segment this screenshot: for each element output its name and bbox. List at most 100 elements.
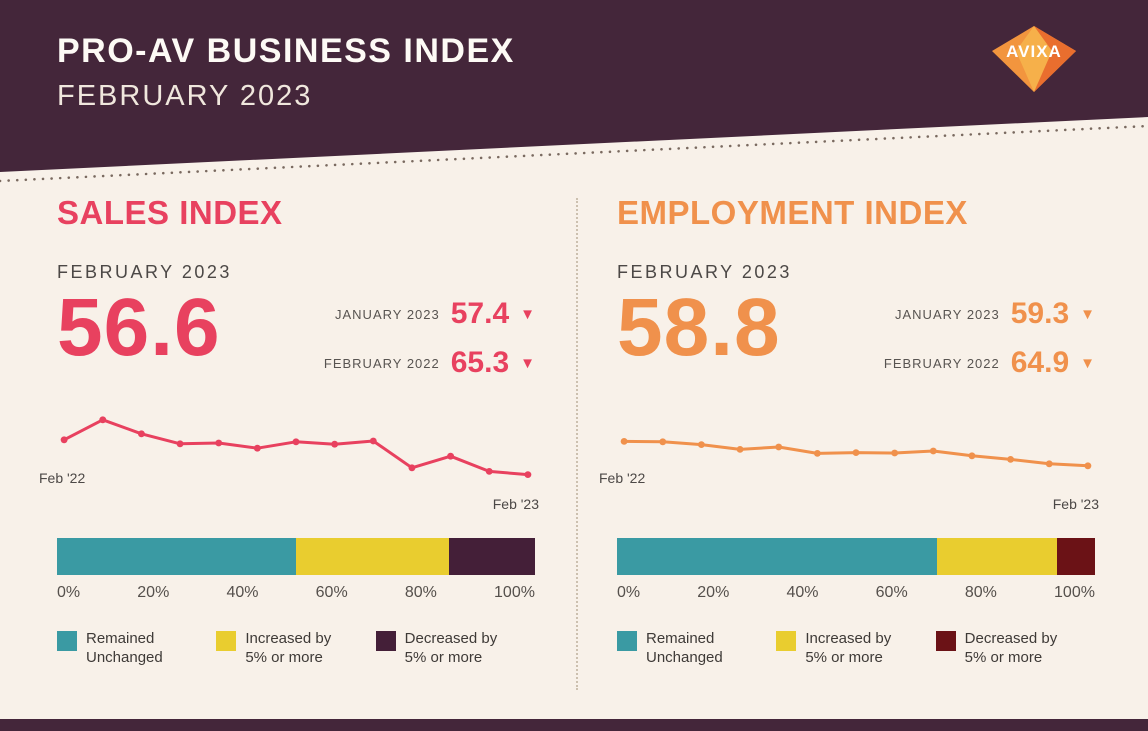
axis-tick-label: 40%: [786, 584, 819, 601]
down-arrow-icon: ▼: [1080, 305, 1095, 323]
legend-item: Remained Unchanged: [57, 630, 216, 668]
data-point: [447, 452, 455, 460]
axis-tick-label: 80%: [964, 584, 997, 601]
bar-segment: [296, 538, 449, 575]
data-point: [137, 430, 145, 438]
employment-index-panel: EMPLOYMENT INDEX FEBRUARY 2023 58.8 JANU…: [599, 194, 1099, 690]
employment-comparison-row: FEBRUARY 2022 64.9 ▼: [884, 346, 1095, 380]
data-point: [408, 464, 416, 472]
sales-comparison-row: JANUARY 2023 57.4 ▼: [324, 297, 535, 331]
comparison-label: JANUARY 2023: [335, 306, 440, 322]
legend-swatch: [375, 631, 396, 651]
legend-item: Decreased by 5% or more: [375, 630, 535, 668]
employment-x-start-label: Feb '22: [599, 470, 646, 486]
bar-segment: [448, 538, 535, 575]
data-point: [813, 450, 821, 457]
sales-index-panel: SALES INDEX FEBRUARY 2023 56.6 JANUARY 2…: [39, 194, 539, 690]
legend-item: Increased by 5% or more: [216, 630, 375, 668]
page-title: PRO-AV BUSINESS INDEX: [57, 32, 515, 70]
sales-x-start-label: Feb '22: [39, 470, 86, 486]
legend-label: Increased by 5% or more: [805, 630, 892, 666]
sales-comparison-row: FEBRUARY 2022 65.3 ▼: [324, 346, 535, 380]
legend-item: Increased by 5% or more: [776, 630, 935, 668]
data-point: [775, 443, 783, 451]
data-point: [891, 449, 899, 457]
comparison-label: FEBRUARY 2022: [883, 355, 1000, 371]
legend-swatch: [57, 631, 77, 651]
bar-segment: [937, 538, 1057, 575]
data-point: [659, 438, 667, 446]
comparison-value: 57.4: [450, 297, 510, 330]
data-point: [1045, 460, 1053, 468]
axis-tick-label: 80%: [404, 584, 437, 601]
data-point: [369, 437, 377, 445]
employment-trend-chart-area: Feb '22 Feb '23: [599, 404, 1099, 512]
header-banner: PRO-AV BUSINESS INDEX FEBRUARY 2023: [0, 0, 1148, 172]
sales-x-end-label: Feb '23: [492, 496, 539, 512]
data-point: [176, 440, 184, 448]
employment-comparisons: JANUARY 2023 59.3 ▼ FEBRUARY 2022 64.9 ▼: [884, 297, 1095, 380]
data-point: [968, 452, 976, 460]
down-arrow-icon: ▼: [520, 354, 535, 372]
employment-current-value: 58.8: [617, 282, 781, 373]
panel-divider: [576, 198, 578, 690]
sales-current-value: 56.6: [57, 282, 221, 373]
bar-segment: [1056, 538, 1095, 575]
legend-swatch: [617, 631, 637, 651]
legend-swatch: [935, 631, 956, 651]
employment-trend-chart: [620, 438, 1092, 470]
axis-tick-label: 20%: [137, 584, 170, 601]
sales-legend: Remained Unchanged Increased by 5% or mor…: [57, 630, 535, 668]
data-point: [253, 444, 261, 452]
legend-label: Increased by 5% or more: [245, 630, 332, 666]
data-point: [620, 438, 628, 445]
data-point: [485, 468, 493, 475]
axis-tick-label: 60%: [315, 584, 348, 601]
data-point: [292, 438, 300, 446]
employment-panel-title: EMPLOYMENT INDEX: [617, 194, 968, 231]
sales-trend-chart: [60, 416, 532, 478]
page-subtitle: FEBRUARY 2023: [57, 80, 313, 112]
legend-label: Remained Unchanged: [86, 630, 163, 666]
axis-tick-label: 0%: [57, 584, 81, 601]
axis-tick-label: 0%: [617, 584, 641, 601]
avixa-logo-icon: AVIXA: [992, 26, 1076, 92]
down-arrow-icon: ▼: [1080, 354, 1095, 372]
data-point: [99, 416, 107, 424]
axis-tick-label: 60%: [875, 584, 908, 601]
employment-axis-ticks: 0% 20% 40% 60% 80% 100%: [617, 584, 1095, 602]
legend-item: Decreased by 5% or more: [935, 630, 1095, 668]
footer-bar: [0, 719, 1148, 731]
comparison-label: FEBRUARY 2022: [323, 355, 440, 371]
data-point: [736, 446, 744, 453]
data-point: [60, 436, 68, 444]
axis-tick-label: 20%: [697, 584, 730, 601]
sales-axis-ticks: 0% 20% 40% 60% 80% 100%: [57, 584, 535, 602]
data-point: [1084, 462, 1092, 470]
bar-segment: [617, 538, 938, 575]
sales-comparisons: JANUARY 2023 57.4 ▼ FEBRUARY 2022 65.3 ▼: [324, 297, 535, 380]
comparison-value: 59.3: [1010, 297, 1070, 330]
legend-label: Decreased by 5% or more: [404, 630, 498, 666]
data-point: [215, 439, 223, 447]
data-point: [929, 447, 937, 455]
employment-comparison-row: JANUARY 2023 59.3 ▼: [884, 297, 1095, 331]
sales-distribution-bar: [57, 538, 535, 575]
avixa-logo-text: AVIXA: [1006, 42, 1062, 61]
axis-tick-label: 100%: [494, 584, 535, 601]
comparison-value: 65.3: [450, 346, 510, 379]
comparison-label: JANUARY 2023: [895, 306, 1000, 322]
legend-item: Remained Unchanged: [617, 630, 776, 668]
down-arrow-icon: ▼: [520, 305, 535, 323]
data-point: [524, 471, 532, 478]
employment-distribution-bar: [617, 538, 1095, 575]
sales-trend-chart-area: Feb '22 Feb '23: [39, 404, 539, 512]
employment-legend: Remained Unchanged Increased by 5% or mor…: [617, 630, 1095, 668]
data-point: [331, 440, 339, 448]
axis-tick-label: 100%: [1054, 584, 1095, 601]
legend-label: Remained Unchanged: [646, 630, 723, 666]
sales-period-label: FEBRUARY 2023: [57, 262, 232, 282]
data-point: [1007, 456, 1015, 463]
avixa-logo: AVIXA: [990, 24, 1078, 94]
